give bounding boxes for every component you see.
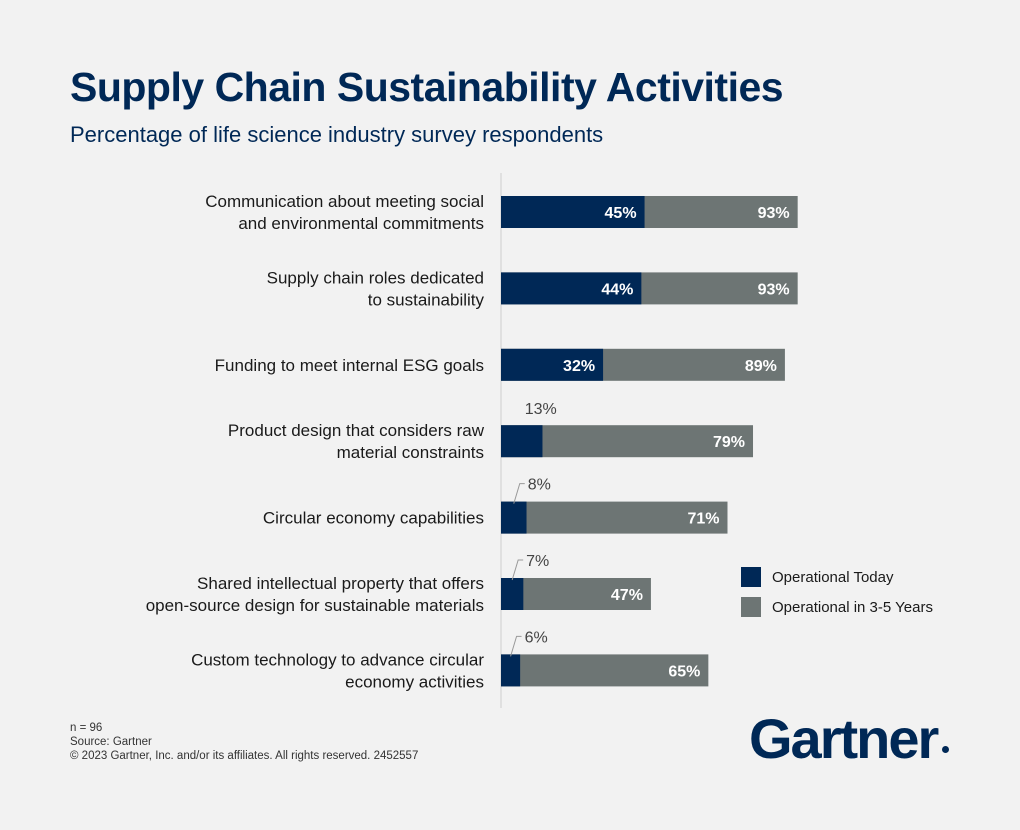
- bar-future-4: [501, 501, 728, 534]
- leader-line-4: [513, 483, 525, 504]
- legend-label-future: Operational in 3-5 Years: [772, 598, 933, 616]
- category-label-2-0: Funding to meet internal ESG goals: [215, 356, 484, 375]
- bar-today-0: [501, 196, 645, 228]
- bar-today-3: [501, 425, 543, 458]
- bar-today-1: [501, 272, 642, 305]
- bar-today-5: [501, 578, 524, 610]
- legend-swatch-future: [741, 597, 761, 617]
- leader-line-6: [510, 635, 522, 657]
- legend-item-today: Operational Today: [741, 567, 933, 587]
- copyright-note: © 2023 Gartner, Inc. and/or its affiliat…: [70, 750, 419, 762]
- data-label-today-1: 44%: [601, 281, 633, 298]
- legend-swatch-today: [741, 567, 761, 587]
- leader-line-5: [511, 559, 524, 581]
- data-label-future-3: 79%: [713, 434, 745, 451]
- bar-future-3: [501, 425, 754, 458]
- category-label-5-0: Shared intellectual property that offers: [197, 574, 484, 593]
- category-label-0-0: Communication about meeting social: [205, 192, 484, 211]
- data-label-today-3: 13%: [525, 401, 557, 418]
- data-label-future-4: 71%: [687, 511, 719, 528]
- data-label-future-5: 47%: [611, 587, 643, 604]
- category-label-4-0: Circular economy capabilities: [263, 509, 484, 528]
- chart-legend: Operational Today Operational in 3-5 Yea…: [741, 567, 933, 627]
- legend-item-future: Operational in 3-5 Years: [741, 597, 933, 617]
- source-note: Source: Gartner: [70, 736, 152, 748]
- data-label-today-5: 7%: [526, 553, 549, 570]
- chart-subtitle: Percentage of life science industry surv…: [70, 122, 604, 147]
- data-label-future-2: 89%: [745, 358, 777, 375]
- gartner-logo: Gartner: [749, 707, 939, 770]
- bar-today-2: [501, 348, 604, 381]
- data-label-future-6: 65%: [668, 663, 700, 680]
- category-label-6-1: economy activities: [345, 672, 484, 691]
- chart-title: Supply Chain Sustainability Activities: [70, 64, 784, 110]
- bar-future-6: [501, 654, 709, 687]
- legend-label-today: Operational Today: [772, 568, 894, 586]
- sample-size: n = 96: [70, 722, 103, 734]
- category-label-3-1: material constraints: [337, 443, 484, 462]
- data-label-future-1: 93%: [758, 281, 790, 298]
- bar-today-6: [501, 654, 521, 687]
- category-label-0-1: and environmental commitments: [238, 214, 484, 233]
- footnotes: n = 96 Source: Gartner © 2023 Gartner, I…: [70, 721, 418, 763]
- bar-today-4: [501, 501, 527, 534]
- bar-future-5: [501, 578, 651, 610]
- data-label-future-0: 93%: [758, 205, 790, 222]
- category-label-3-0: Product design that considers raw: [228, 421, 485, 440]
- category-label-6-0: Custom technology to advance circular: [191, 650, 484, 669]
- category-label-1-0: Supply chain roles dedicated: [267, 268, 484, 287]
- data-label-today-0: 45%: [605, 205, 637, 222]
- data-label-today-6: 6%: [525, 629, 548, 646]
- logo-registered-dot: [942, 746, 949, 753]
- category-label-1-1: to sustainability: [368, 290, 485, 309]
- data-label-today-4: 8%: [528, 477, 551, 494]
- category-label-5-1: open-source design for sustainable mater…: [146, 596, 484, 615]
- data-label-today-2: 32%: [563, 358, 595, 375]
